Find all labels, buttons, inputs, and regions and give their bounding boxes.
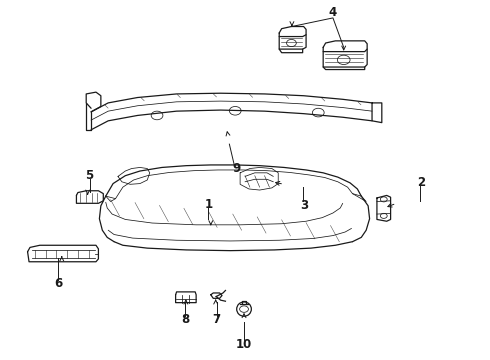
Text: 6: 6	[54, 278, 63, 291]
Text: 9: 9	[232, 162, 240, 175]
Text: 5: 5	[85, 169, 94, 182]
Text: 7: 7	[213, 313, 220, 327]
Text: 2: 2	[417, 176, 425, 189]
Text: 1: 1	[204, 198, 213, 211]
Text: 3: 3	[300, 199, 309, 212]
Text: 10: 10	[236, 338, 252, 351]
Text: 4: 4	[329, 6, 337, 19]
Text: 8: 8	[181, 313, 190, 327]
